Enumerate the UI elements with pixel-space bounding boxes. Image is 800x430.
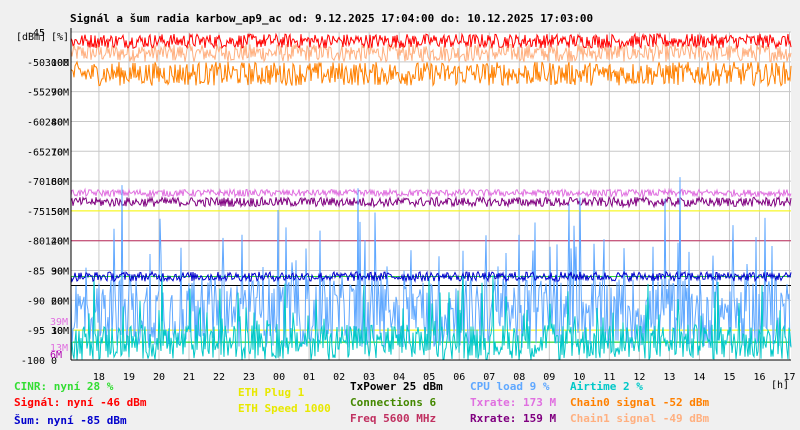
y-tick-label-rate: 270M	[45, 88, 69, 99]
y-tick-label-rate: 150M	[45, 207, 69, 218]
x-unit-label: [h]	[771, 380, 789, 391]
legend-noise: Šum: nyní -85 dBm	[14, 414, 127, 427]
dbm-axis-label: [dBm]	[16, 32, 46, 43]
x-tick-label: 02	[333, 372, 345, 383]
x-tick-label: 23	[243, 372, 255, 383]
legend-freq: Freq 5600 MHz	[350, 412, 437, 425]
pct-axis-label: [%]	[51, 32, 69, 43]
y-tick-label-rate: 180M	[45, 177, 69, 188]
x-tick-label: 10	[573, 372, 585, 383]
y-tick-label-pct: 50	[51, 207, 63, 218]
y-tick-label-rate: 210M	[45, 147, 69, 158]
y-tick-label-rate: 30M	[51, 326, 69, 337]
series-line	[70, 187, 792, 199]
y-tick-label-dbm: -85	[27, 267, 45, 278]
legend-chain0: Chain0 signal -52 dBm	[570, 396, 710, 409]
x-tick-label: 13	[663, 372, 675, 383]
inner-rate-label: 6M	[50, 350, 62, 361]
x-tick-label: 03	[363, 372, 375, 383]
y-tick-label-pct: 10	[51, 326, 63, 337]
y-tick-label-pct: 60	[51, 177, 63, 188]
y-tick-label-rate: 90M	[51, 267, 69, 278]
legend-eth-speed: ETH Speed 1000	[238, 402, 331, 415]
y-tick-label-dbm: -45	[27, 28, 45, 39]
x-tick-label: 22	[213, 372, 225, 383]
y-tick-label-pct: 90	[51, 88, 63, 99]
y-tick-label-pct: 100	[51, 58, 69, 69]
x-tick-label: 06	[453, 372, 465, 383]
x-tick-label: 00	[273, 372, 285, 383]
x-tick-label: 20	[153, 372, 165, 383]
y-tick-label-dbm: -80	[27, 237, 45, 248]
y-tick-label-dbm: -90	[27, 296, 45, 307]
series-line	[70, 42, 792, 64]
y-tick-label-dbm: -65	[27, 147, 45, 158]
y-tick-label-dbm: -100	[21, 356, 45, 367]
series-line	[70, 270, 792, 283]
y-tick-label-rate: 240M	[45, 117, 69, 128]
y-tick-label-dbm: -60	[27, 117, 45, 128]
x-tick-label: 19	[123, 372, 135, 383]
legend-signal: Signál: nyní -46 dBm	[14, 396, 147, 409]
y-tick-label-rate: 300M	[45, 58, 69, 69]
y-tick-label-pct: 20	[51, 296, 63, 307]
series-line	[70, 274, 792, 361]
x-tick-label: 16	[753, 372, 765, 383]
legend-airtime: Airtime 2 %	[570, 380, 643, 393]
y-tick-label-pct: 70	[51, 147, 63, 158]
y-tick-label-dbm: -70	[27, 177, 45, 188]
legend-eth-plug: ETH Plug 1	[238, 386, 305, 399]
x-tick-label: 04	[393, 372, 405, 383]
x-tick-label: 18	[93, 372, 105, 383]
inner-rate-label: 39M	[50, 317, 68, 328]
legend-txpower: TxPower 25 dBm	[350, 380, 443, 393]
chart-title: Signál a šum radia karbow_ap9_ac od: 9.1…	[70, 12, 593, 25]
x-tick-label: 07	[483, 372, 495, 383]
inner-rate-label: 13M	[50, 343, 68, 354]
x-tick-label: 21	[183, 372, 195, 383]
x-tick-label: 09	[543, 372, 555, 383]
legend-cpu: CPU load 9 %	[470, 380, 550, 393]
x-tick-label: 12	[633, 372, 645, 383]
series-line	[70, 32, 792, 50]
y-tick-label-dbm: -75	[27, 207, 45, 218]
series-lines	[70, 32, 792, 361]
y-tick-label-pct: 80	[51, 117, 63, 128]
y-tick-label-dbm: -95	[27, 326, 45, 337]
y-tick-label-dbm: -55	[27, 88, 45, 99]
y-tick-label-pct: 0	[51, 356, 57, 367]
legend-cinr: CINR: nyní 28 %	[14, 380, 114, 393]
legend-connections: Connections 6	[350, 396, 437, 409]
legend-txrate: Txrate: 173 M	[470, 396, 557, 409]
x-tick-label: 05	[423, 372, 435, 383]
y-tick-label-pct: 40	[51, 237, 63, 248]
x-tick-label: 08	[513, 372, 525, 383]
series-line	[70, 60, 792, 88]
series-line	[70, 195, 792, 209]
legend-chain1: Chain1 signal -49 dBm	[570, 412, 710, 425]
x-tick-label: 15	[723, 372, 735, 383]
y-tick-label-pct: 30	[51, 267, 63, 278]
x-tick-label: 01	[303, 372, 315, 383]
x-tick-label: 14	[693, 372, 705, 383]
x-tick-label: 11	[603, 372, 615, 383]
y-tick-label-dbm: -50	[27, 58, 45, 69]
y-tick-label-rate: 120M	[45, 237, 69, 248]
y-tick-label-rate: 60M	[51, 296, 69, 307]
legend-rxrate: Rxrate: 159 M	[470, 412, 557, 425]
x-tick-label: 17	[783, 372, 795, 383]
